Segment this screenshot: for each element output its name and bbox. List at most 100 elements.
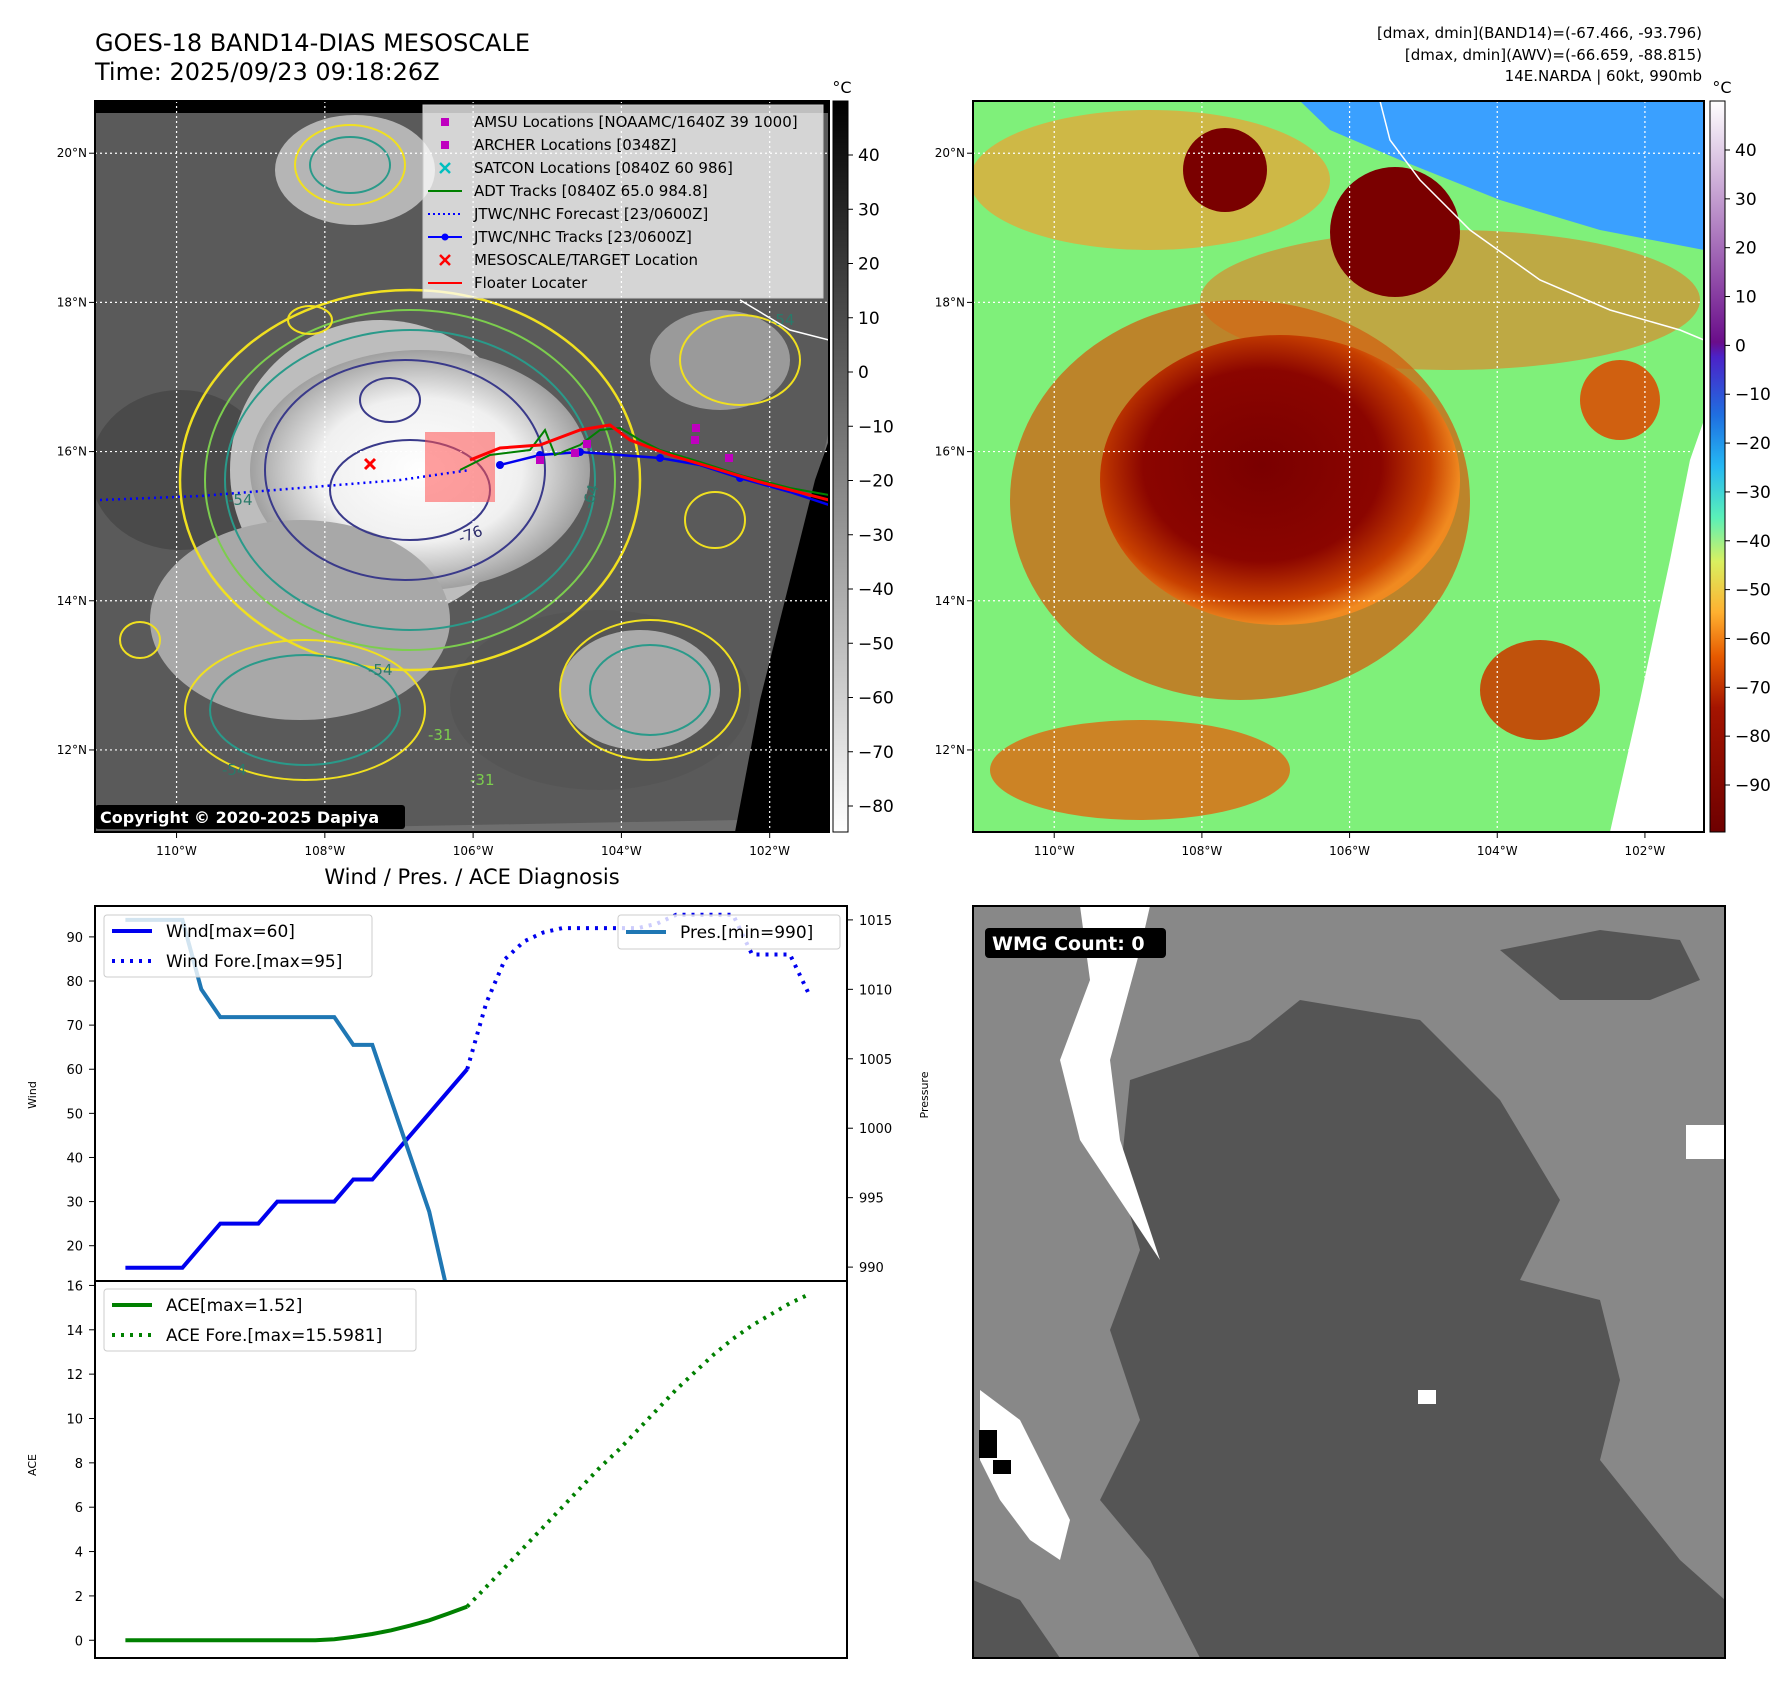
legend-label: ADT Tracks [0840Z 65.0 984.8] — [474, 182, 708, 200]
amsu-markers — [536, 424, 733, 464]
enhanced-map-ticks: 110°W 108°W 106°W 104°W 102°W 20°N 18°N 16°N 14°… — [935, 146, 1666, 858]
series-line-wind — [125, 1067, 469, 1270]
wind-tick-label: 80 — [66, 975, 83, 990]
colorbar-tick-label: −70 — [858, 743, 894, 763]
lat-tick-label: 12°N — [57, 743, 87, 757]
wmg-light-region — [1060, 906, 1160, 1260]
colorbar-tick-label: 40 — [858, 146, 880, 166]
colorbar-tick-label: −60 — [858, 689, 894, 709]
ace-legend-label: ACE[max=1.52] — [166, 1296, 302, 1316]
pressure-tick-label: 1005 — [859, 1053, 892, 1068]
ace-tick-label: 16 — [66, 1279, 83, 1294]
colorbar-tick-label: −80 — [858, 797, 894, 817]
target-location-marker — [363, 457, 377, 471]
lat-tick-label: 12°N — [935, 743, 965, 757]
ir-map-panel: -54 -64 -76 -54 -54 -31 -31 -54 AMSU Loc… — [95, 101, 829, 832]
cloud-warm — [1580, 360, 1660, 440]
legend-label: SATCON Locations [0840Z 60 986] — [474, 159, 733, 177]
wind-tick-label: 90 — [66, 931, 83, 946]
ace-tick-label: 10 — [66, 1412, 83, 1427]
temp-colorbar-ticks: 40 30 20 10 0 −10 −20 −30 −40 −50 −60 −70 −80 −90 — [1725, 141, 1771, 796]
legend-marker — [441, 118, 449, 126]
wind-tick-label: 70 — [66, 1019, 83, 1034]
wind-tick-label: 60 — [66, 1063, 83, 1078]
series-line-ace-fore — [465, 1292, 810, 1608]
ir-colorbar-ticks: 40 30 20 10 0 −10 −20 −30 −40 −50 −60 −70 −80 — [848, 146, 894, 817]
ir-no-data — [735, 440, 829, 832]
lon-tick-label: 102°W — [749, 844, 790, 858]
lat-tick-label: 18°N — [57, 295, 87, 309]
lon-tick-label: 102°W — [1625, 844, 1666, 858]
awv-range: [dmax, dmin](AWV)=(-66.659, -88.815) — [1405, 46, 1702, 64]
lon-tick-label: 108°W — [1182, 844, 1223, 858]
legend-label: MESOSCALE/TARGET Location — [474, 251, 698, 269]
lon-tick-label: 106°W — [1329, 844, 1370, 858]
figure-time: Time: 2025/09/23 09:18:26Z — [94, 58, 440, 86]
wind-tick-label: 30 — [66, 1196, 83, 1211]
contour-yellow — [287, 305, 333, 335]
enhanced-map-panel — [973, 101, 1704, 832]
ace-tick-label: 6 — [75, 1501, 83, 1516]
contour-yellow — [684, 491, 746, 549]
forecast-track — [99, 468, 471, 502]
colorbar-tick-label: −80 — [1735, 727, 1771, 747]
colorbar-tick-label: −70 — [1735, 678, 1771, 698]
ace-tick-label: 8 — [75, 1457, 83, 1472]
legend-label: JTWC/NHC Forecast [23/0600Z] — [473, 205, 708, 223]
contour-navy — [359, 377, 421, 423]
colorbar-tick-label: −30 — [1735, 483, 1771, 503]
ace-forecast-legend-label: ACE Fore.[max=15.5981] — [166, 1326, 382, 1346]
coastline — [739, 299, 829, 341]
ir-map-ticks: 110°W 108°W 106°W 104°W 102°W 20°N 18°N 16°N 14°… — [57, 146, 790, 858]
colorbar-tick-label: 0 — [1735, 336, 1746, 356]
ace-axis-ticks: 0 2 4 6 8 10 12 14 16 — [66, 1279, 95, 1649]
storm-info: 14E.NARDA | 60kt, 990mb — [1505, 67, 1702, 85]
colorbar-tick-label: 20 — [858, 255, 880, 275]
wmg-light-region — [980, 1390, 1070, 1560]
wind-tick-label: 20 — [66, 1240, 83, 1255]
legend-label: ARCHER Locations [0348Z] — [474, 136, 677, 154]
contour-teal — [589, 644, 711, 736]
floater-box — [425, 432, 495, 502]
cyclone-cold-core — [1100, 335, 1460, 625]
colorbar-tick-label: 20 — [1735, 239, 1757, 259]
lon-tick-label: 110°W — [1034, 844, 1075, 858]
colorbar-tick-label: −30 — [858, 526, 894, 546]
wmg-light-cell — [1686, 1125, 1724, 1159]
floater-track — [469, 423, 829, 502]
pressure-legend — [617, 914, 841, 950]
contour-teal — [309, 136, 391, 194]
enhanced-map-frame — [972, 100, 1705, 833]
band14-range: [dmax, dmin](BAND14)=(-67.466, -93.796) — [1377, 24, 1702, 42]
colorbar-tick-label: 40 — [1735, 141, 1757, 161]
wmg-panel: WMG Count: 0 — [973, 906, 1725, 1658]
legend-marker — [439, 254, 451, 266]
pressure-axis-label: Pressure — [918, 1071, 931, 1118]
colorbar-tick-label: −90 — [1735, 776, 1771, 796]
lat-tick-label: 20°N — [935, 146, 965, 160]
contour-yellow — [559, 619, 741, 761]
colorbar-tick-label: 10 — [1735, 288, 1757, 308]
contour-yellow — [679, 314, 801, 406]
contour-yellow — [119, 621, 161, 659]
ace-tick-label: 12 — [66, 1368, 83, 1383]
coastline — [1379, 101, 1704, 341]
figure-title: GOES-18 BAND14-DIAS MESOSCALE — [95, 29, 530, 57]
ace-axis-label: ACE — [26, 1454, 39, 1476]
contour-label: -31 — [470, 771, 495, 789]
wmg-dark-region — [1100, 1000, 1725, 1658]
contour-yellow — [178, 288, 642, 672]
ir-cloud-cluster — [560, 630, 720, 750]
wmg-count-label: WMG Count: 0 — [992, 933, 1145, 955]
lon-tick-label: 104°W — [1477, 844, 1518, 858]
cloud-warm — [990, 720, 1290, 820]
wmg-frame — [972, 905, 1726, 1659]
wind-axis-label: Wind — [26, 1081, 39, 1109]
colorbar-tick-label: 0 — [858, 363, 869, 383]
lat-tick-label: 16°N — [935, 445, 965, 459]
ace-tick-label: 4 — [75, 1546, 83, 1561]
ace-chart: ACE 0 2 4 6 8 10 12 14 16 ACE[max=1.52] ACE Fore… — [26, 1279, 848, 1659]
contour-yellow — [184, 639, 426, 781]
legend-marker — [441, 233, 449, 241]
